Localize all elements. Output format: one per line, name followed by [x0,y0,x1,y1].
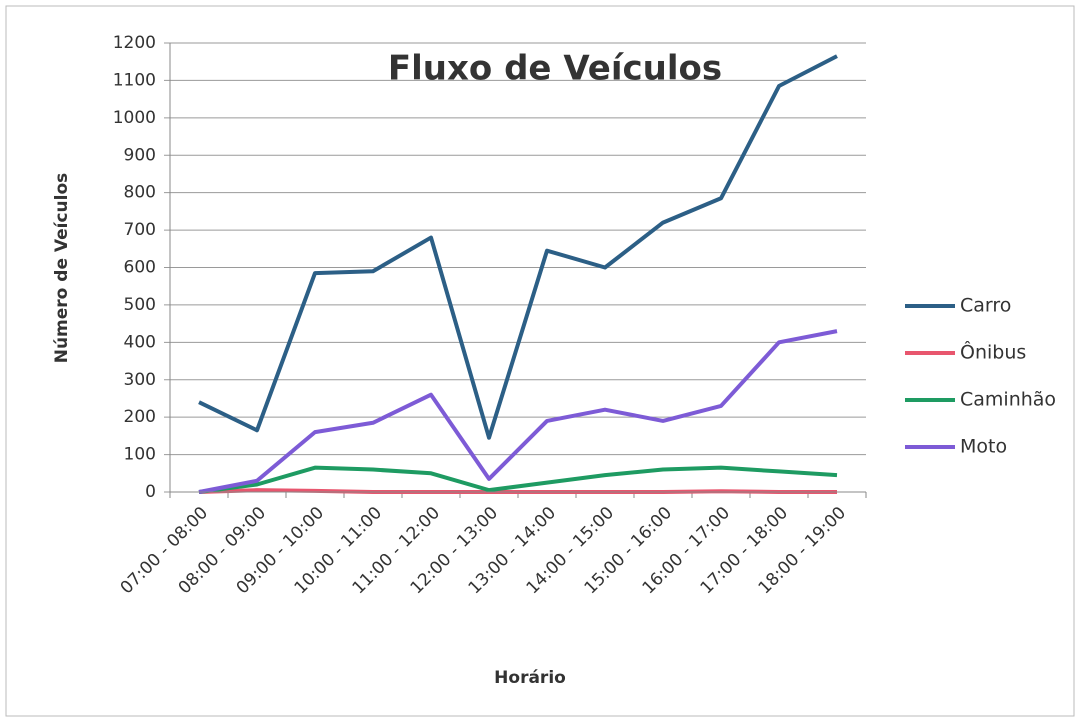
y-tick-label: 400 [124,332,156,352]
chart-border [5,5,1075,717]
y-tick-label: 900 [124,145,156,165]
y-tick-label: 0 [145,482,156,502]
legend-label: Carro [960,295,1011,317]
y-tick-label: 600 [124,258,156,278]
y-tick-label: 700 [124,220,156,240]
y-tick-label: 1000 [113,108,156,128]
y-tick-label: 200 [124,407,156,427]
y-tick-label: 1100 [113,70,156,90]
legend-label: Ônibus [960,340,1026,364]
y-tick-label: 500 [124,295,156,315]
y-tick-label: 300 [124,370,156,390]
legend-label: Caminhão [960,389,1056,411]
y-tick-label: 100 [124,445,156,465]
series-line [198,54,838,440]
series-line [198,465,838,494]
series-line [198,329,838,494]
y-tick-label: 1200 [113,33,156,53]
y-tick-label: 800 [124,183,156,203]
chart-title: Fluxo de Veículos [388,49,722,89]
legend-label: Moto [960,436,1007,458]
y-axis-label: Número de Veículos [52,173,72,364]
x-axis-label: Horário [494,668,566,688]
